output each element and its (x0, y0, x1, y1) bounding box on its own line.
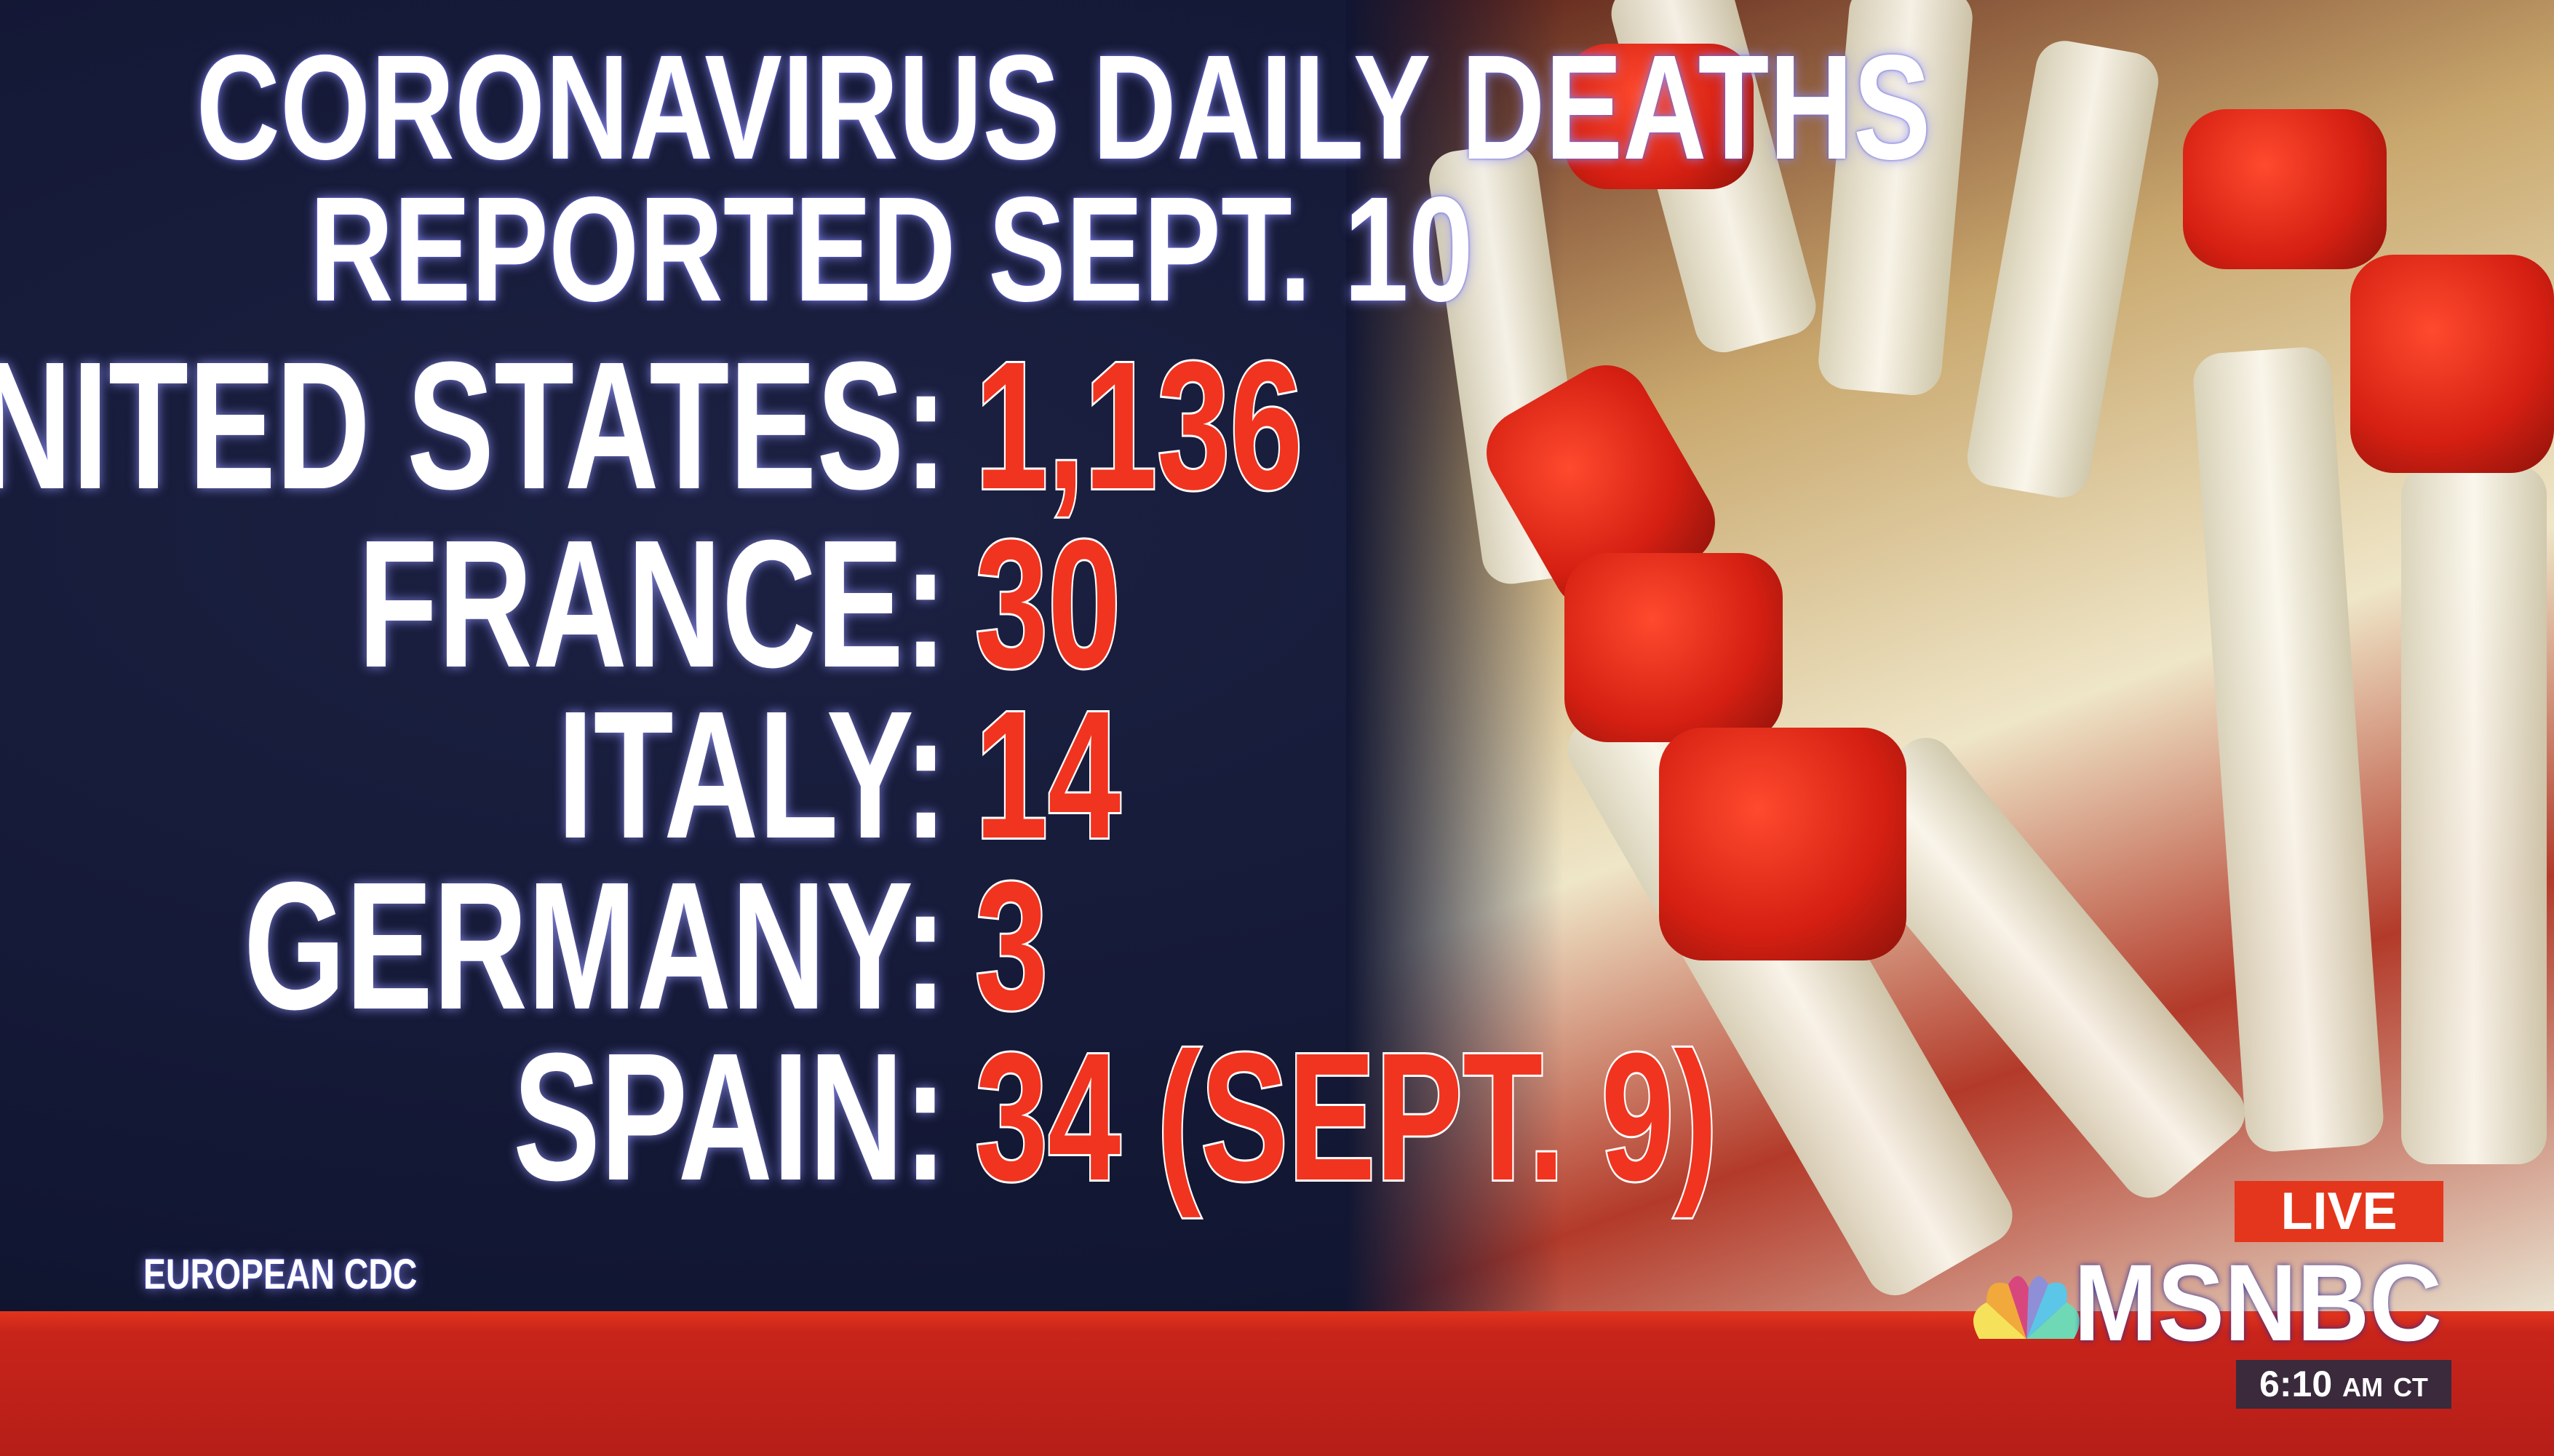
time-value: 6:10 (2259, 1364, 2333, 1404)
lower-red-bar (0, 1311, 2554, 1456)
nbc-peacock-icon (1973, 1276, 2080, 1339)
country-label: SPAIN: (513, 1015, 947, 1218)
msnbc-logo: MSNBC (2074, 1241, 2442, 1364)
country-label: UNITED STATES: (0, 324, 947, 527)
source-credit: EUROPEAN CDC (143, 1251, 418, 1298)
country-label: GERMANY: (244, 844, 947, 1047)
row-germany: GERMANY: 3 (0, 844, 2554, 1047)
time-stamp: 6:10 AM CT (2236, 1360, 2451, 1409)
time-ampm: AM (2342, 1372, 2384, 1402)
death-count: 30 (974, 502, 1123, 705)
death-count: 14 (974, 673, 1123, 876)
row-spain: SPAIN: 34 (SEPT. 9) (0, 1015, 2554, 1218)
live-badge: LIVE (2235, 1181, 2443, 1242)
death-count: 3 (974, 844, 1049, 1047)
country-label: FRANCE: (358, 502, 947, 705)
title-line-2: REPORTED SEPT. 10 (309, 166, 1473, 333)
death-count: 34 (SEPT. 9) (974, 1015, 1719, 1218)
row-france: FRANCE: 30 (0, 502, 2554, 705)
time-zone: CT (2392, 1372, 2428, 1402)
country-label: ITALY: (557, 673, 947, 876)
title-line-1: CORONAVIRUS DAILY DEATHS (196, 24, 1931, 191)
row-italy: ITALY: 14 (0, 673, 2554, 876)
row-united-states: UNITED STATES: 1,136 (0, 324, 2554, 527)
death-count: 1,136 (974, 324, 1305, 527)
test-tubes-photo (1346, 0, 2554, 1313)
